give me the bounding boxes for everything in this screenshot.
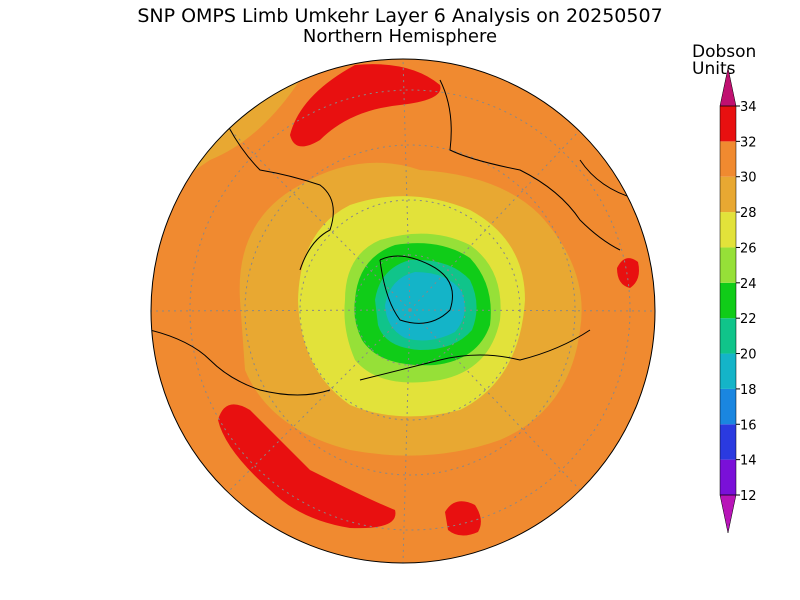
globe-outline (150, 58, 656, 564)
colorbar-tick-label: 24 (740, 277, 757, 292)
field-band (617, 258, 639, 288)
colorbar-tick-label: 34 (740, 100, 757, 115)
colorbar-band (720, 282, 736, 319)
colorbar-band (720, 388, 736, 425)
colorbar-tick-label: 14 (740, 454, 757, 469)
colorbar-tick-label: 20 (740, 348, 757, 363)
colorbar-tick-label: 32 (740, 135, 757, 150)
colorbar: 12 14 16 18 20 22 24 26 28 30 32 34 (719, 67, 757, 534)
title: SNP OMPS Limb Umkehr Layer 6 Analysis on… (137, 5, 662, 27)
colorbar-under (719, 494, 737, 534)
colorbar-label: Dobson (692, 42, 756, 62)
colorbar-band (720, 318, 736, 354)
field-band (385, 272, 465, 341)
field-band (445, 501, 481, 536)
colorbar-frame (719, 105, 737, 496)
colorbar-tick-label: 22 (740, 312, 757, 327)
colorbar-tick-label: 28 (740, 206, 757, 221)
colorbar-band (720, 141, 736, 177)
colorbar-band (720, 459, 736, 495)
colorbar-band (720, 212, 736, 248)
subtitle: Northern Hemisphere (303, 26, 497, 47)
colorbar-tick-label: 30 (740, 171, 757, 186)
colorbar-band (720, 353, 736, 389)
field-band (218, 404, 396, 529)
ozone-field (151, 59, 655, 563)
field-band (290, 64, 441, 147)
colorbar-band (720, 424, 736, 460)
colorbar-band (720, 176, 736, 213)
colorbar-tick-label: 16 (740, 418, 757, 433)
colorbar-label: Units (692, 59, 736, 79)
colorbar-tick-label: 18 (740, 383, 757, 398)
colorbar-band (720, 106, 736, 142)
colorbar-band (720, 247, 736, 283)
colorbar-tick-label: 12 (740, 489, 757, 504)
colorbar-tick-label: 26 (740, 241, 757, 256)
graticule (151, 59, 655, 563)
